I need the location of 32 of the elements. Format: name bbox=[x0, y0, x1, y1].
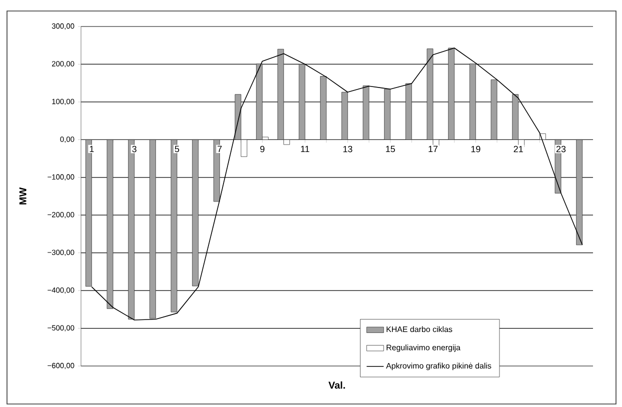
bar bbox=[405, 83, 412, 140]
bar bbox=[298, 64, 306, 140]
bar bbox=[362, 86, 370, 140]
bar bbox=[320, 76, 327, 140]
bar bbox=[213, 139, 220, 202]
x-tick-label: 23 bbox=[556, 146, 566, 152]
x-tick-label: 21 bbox=[514, 146, 523, 152]
line-series bbox=[91, 48, 583, 320]
x-tick-label: 5 bbox=[174, 146, 180, 152]
y-axis-title: MW bbox=[19, 187, 26, 204]
bar bbox=[469, 64, 476, 140]
x-tick-label: 19 bbox=[471, 146, 480, 152]
bar bbox=[448, 48, 455, 140]
bar bbox=[170, 139, 178, 312]
bar bbox=[128, 139, 135, 320]
bar bbox=[576, 139, 583, 246]
x-tick-label: 11 bbox=[301, 146, 310, 152]
x-tick-label: 17 bbox=[428, 146, 438, 152]
x-axis-title: Val. bbox=[328, 381, 345, 389]
x-tick-label: 9 bbox=[260, 146, 264, 152]
bar bbox=[192, 139, 199, 286]
bar bbox=[490, 79, 498, 140]
x-tick-label: 15 bbox=[386, 146, 395, 152]
bar bbox=[106, 139, 114, 309]
bar bbox=[341, 92, 348, 140]
x-tick-label: 1 bbox=[90, 146, 94, 152]
bar bbox=[149, 139, 156, 319]
x-tick-label: 13 bbox=[343, 146, 352, 152]
x-tick-label: 3 bbox=[132, 146, 136, 152]
bar bbox=[85, 139, 92, 287]
x-tick-label: 7 bbox=[218, 146, 222, 152]
bar bbox=[384, 88, 391, 140]
